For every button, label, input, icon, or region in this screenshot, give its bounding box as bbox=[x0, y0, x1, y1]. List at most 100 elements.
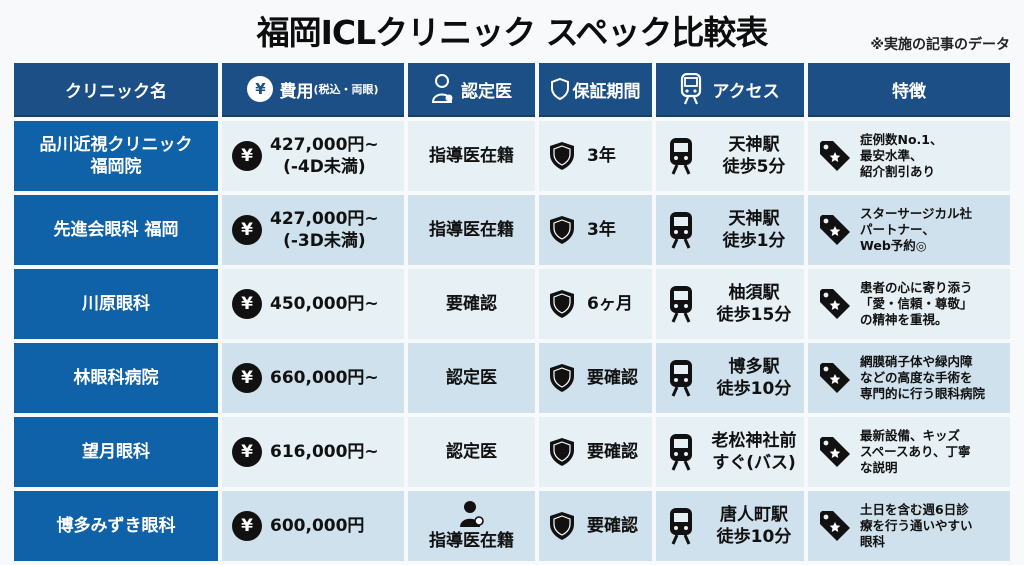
certified-doctor-cell: 指導医在籍 bbox=[408, 195, 535, 265]
walk-time: 徒歩10分 bbox=[716, 379, 792, 399]
features-cell: 患者の心に寄り添う 「愛・信頼・尊敬」 の精神を重視。 bbox=[808, 269, 1010, 339]
certified-doctor-cell: 要確認 bbox=[408, 269, 535, 339]
price-cell: ¥ 450,000円~ bbox=[222, 269, 404, 339]
header-features: 特徴 bbox=[808, 63, 1010, 117]
access-cell: 老松神社前 すぐ(バス) bbox=[656, 417, 804, 487]
price-cell: ¥ 660,000円~ bbox=[222, 343, 404, 413]
header-sublabel: (税込・両眼) bbox=[313, 83, 379, 96]
train-icon bbox=[670, 508, 692, 545]
data-source-note: ※実施の記事のデータ bbox=[870, 37, 1010, 53]
guarantee-cell: 要確認 bbox=[539, 343, 652, 413]
tag-star-icon bbox=[820, 215, 850, 245]
clinic-name: 博多みずき眼科 bbox=[56, 515, 176, 536]
feature-line: 眼科 bbox=[860, 534, 886, 550]
access-cell: 博多駅 徒歩10分 bbox=[656, 343, 804, 413]
header-label: 特徴 bbox=[892, 81, 926, 102]
station: 博多駅 bbox=[728, 356, 780, 377]
features-cell: スターサージカル社 パートナー、 Web予約◎ bbox=[808, 195, 1010, 265]
walk-time: 徒歩5分 bbox=[722, 157, 786, 177]
price-cell: ¥ 600,000円 bbox=[222, 491, 404, 561]
yen-icon: ¥ bbox=[232, 511, 262, 541]
yen-icon: ¥ bbox=[232, 289, 262, 319]
yen-icon: ¥ bbox=[232, 437, 262, 467]
features-cell: 網膜硝子体や緑内障 などの高度な手術を 専門的に行う眼科病院 bbox=[808, 343, 1010, 413]
feature-line: などの高度な手術を bbox=[860, 369, 973, 385]
price-cell: ¥ 427,000円~ (-3D未満) bbox=[222, 195, 404, 265]
header-guarantee: 保証期間 bbox=[539, 63, 652, 117]
tag-star-icon bbox=[820, 141, 850, 171]
tag-star-icon bbox=[820, 437, 850, 467]
header-label: 保証期間 bbox=[572, 81, 641, 102]
feature-line: 最安水準、 bbox=[860, 147, 923, 163]
tag-star-icon bbox=[820, 511, 850, 541]
features-cell: 土日を含む週6日診 療を行う通いやすい 眼科 bbox=[808, 491, 1010, 561]
access-cell: 唐人町駅 徒歩10分 bbox=[656, 491, 804, 561]
certified-doctor-value: 要確認 bbox=[446, 293, 497, 314]
certified-doctor-value: 指導医在籍 bbox=[429, 145, 514, 166]
train-icon bbox=[670, 138, 692, 175]
shield-icon bbox=[550, 364, 574, 392]
clinic-name-cell: 先進会眼科 福岡 bbox=[14, 195, 218, 265]
clinic-name-cell: 林眼科病院 bbox=[14, 343, 218, 413]
features-cell: 症例数No.1、 最安水準、 紹介割引あり bbox=[808, 121, 1010, 191]
header-label: アクセス bbox=[712, 81, 780, 102]
price-value: 427,000円~ bbox=[270, 134, 379, 155]
walk-time: 徒歩10分 bbox=[716, 527, 792, 547]
feature-line: 専門的に行う眼科病院 bbox=[860, 386, 986, 402]
clinic-name: 川原眼科 bbox=[82, 293, 150, 314]
header-price: ¥ 費用 (税込・両眼) bbox=[222, 63, 404, 117]
clinic-name-cell: 品川近視クリニック 福岡院 bbox=[14, 121, 218, 191]
guarantee-value: 要確認 bbox=[587, 441, 638, 462]
tag-star-icon bbox=[820, 363, 850, 393]
feature-line: スペースあり、丁寧 bbox=[860, 443, 971, 459]
yen-icon: ¥ bbox=[232, 141, 262, 171]
feature-line: の精神を重視。 bbox=[860, 312, 948, 328]
clinic-name: 望月眼科 bbox=[82, 441, 150, 462]
feature-line: 症例数No.1、 bbox=[860, 131, 943, 147]
feature-line: 網膜硝子体や緑内障 bbox=[860, 353, 973, 369]
header-certified-doctor: 認定医 bbox=[408, 63, 535, 117]
yen-icon: ¥ bbox=[232, 215, 262, 245]
shield-icon bbox=[550, 216, 574, 244]
train-icon bbox=[681, 73, 702, 105]
clinic-name: 先進会眼科 福岡 bbox=[53, 219, 179, 240]
shield-icon bbox=[550, 290, 574, 318]
price-value: 427,000円~ bbox=[270, 208, 379, 229]
guarantee-cell: 3年 bbox=[539, 121, 652, 191]
doctor-icon bbox=[459, 500, 484, 527]
station: 唐人町駅 bbox=[720, 504, 788, 525]
price-condition: (-3D未満) bbox=[283, 231, 366, 251]
guarantee-value: 要確認 bbox=[587, 367, 638, 388]
walk-time: すぐ(バス) bbox=[712, 453, 796, 473]
walk-time: 徒歩1分 bbox=[722, 231, 786, 251]
clinic-name-sub: 福岡院 bbox=[90, 157, 142, 177]
shield-icon bbox=[550, 142, 574, 170]
feature-line: 最新設備、キッズ bbox=[860, 427, 961, 443]
feature-line: 紹介割引あり bbox=[860, 164, 936, 180]
comparison-table: クリニック名 ¥ 費用 (税込・両眼) 認定医 保証期間 アクセス 特徴 品川近視… bbox=[14, 63, 1010, 561]
clinic-name-cell: 川原眼科 bbox=[14, 269, 218, 339]
station: 天神駅 bbox=[728, 134, 780, 155]
train-icon bbox=[670, 360, 692, 397]
guarantee-value: 3年 bbox=[587, 219, 616, 240]
train-icon bbox=[670, 286, 692, 323]
tag-star-icon bbox=[820, 289, 850, 319]
feature-line: 「愛・信頼・尊敬」 bbox=[860, 295, 973, 311]
certified-doctor-value: 認定医 bbox=[446, 441, 497, 462]
price-cell: ¥ 616,000円~ bbox=[222, 417, 404, 487]
guarantee-value: 要確認 bbox=[587, 515, 638, 536]
price-cell: ¥ 427,000円~ (-4D未満) bbox=[222, 121, 404, 191]
guarantee-cell: 要確認 bbox=[539, 417, 652, 487]
certified-doctor-cell: 認定医 bbox=[408, 417, 535, 487]
price-value: 616,000円~ bbox=[270, 441, 379, 462]
access-cell: 天神駅 徒歩1分 bbox=[656, 195, 804, 265]
train-icon bbox=[670, 212, 692, 249]
clinic-name-cell: 博多みずき眼科 bbox=[14, 491, 218, 561]
walk-time: 徒歩15分 bbox=[716, 305, 792, 325]
clinic-name-cell: 望月眼科 bbox=[14, 417, 218, 487]
station: 天神駅 bbox=[728, 208, 780, 229]
shield-icon bbox=[550, 512, 574, 540]
price-value: 660,000円~ bbox=[270, 367, 379, 388]
shield-icon bbox=[550, 78, 569, 100]
certified-doctor-value: 指導医在籍 bbox=[429, 530, 514, 551]
